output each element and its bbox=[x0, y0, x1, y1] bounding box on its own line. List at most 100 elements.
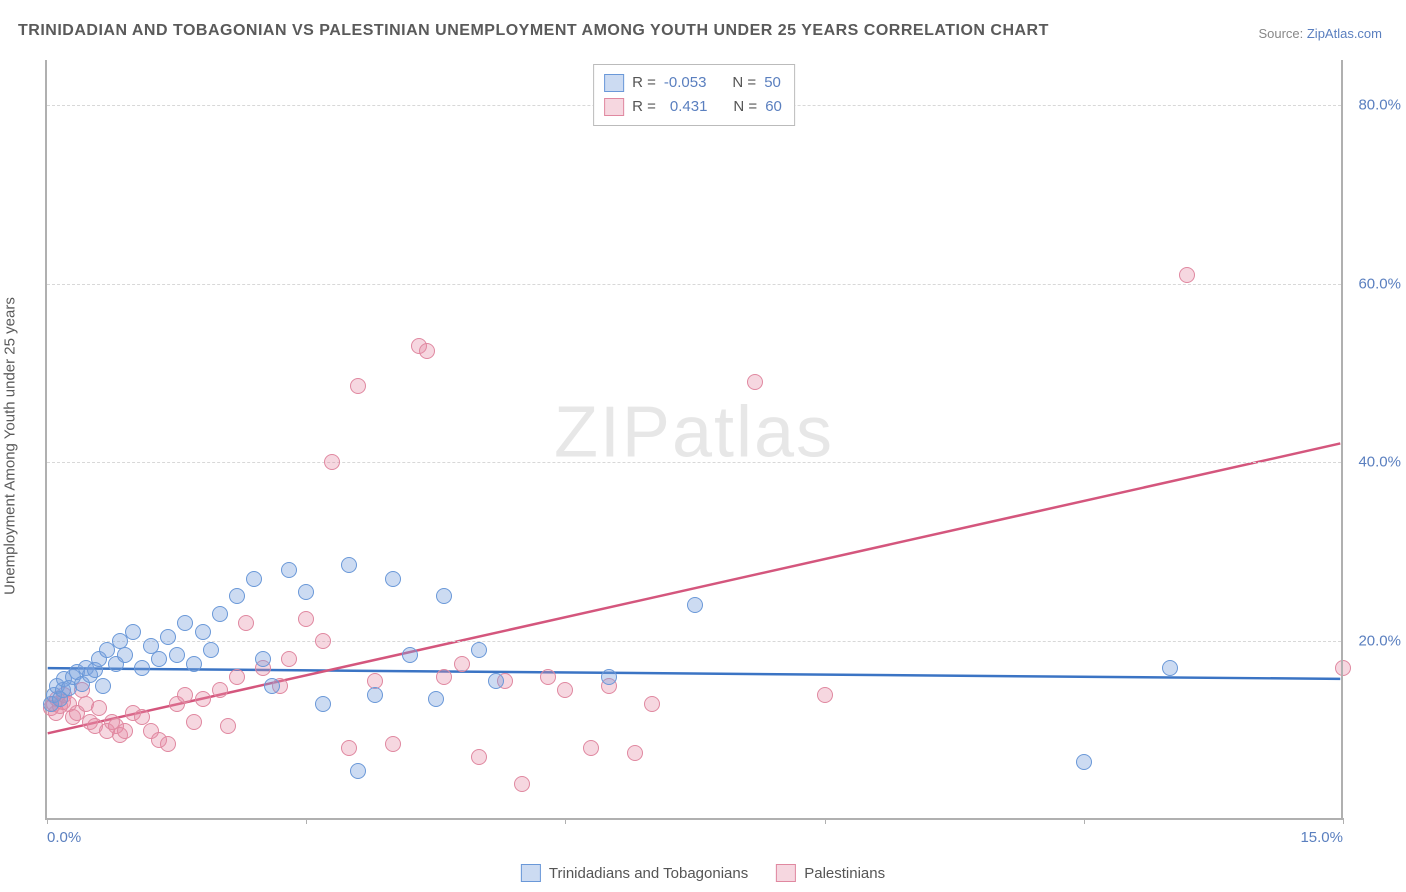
scatter-point bbox=[229, 588, 245, 604]
scatter-point bbox=[471, 642, 487, 658]
chart-title: TRINIDADIAN AND TOBAGONIAN VS PALESTINIA… bbox=[18, 22, 1049, 40]
grid-line bbox=[47, 462, 1341, 463]
scatter-point bbox=[212, 606, 228, 622]
scatter-point bbox=[627, 745, 643, 761]
watermark-bold: ZIP bbox=[554, 392, 672, 472]
bottom-legend: Trinidadians and Tobagonians Palestinian… bbox=[521, 864, 885, 882]
y-tick-label: 40.0% bbox=[1358, 454, 1401, 471]
x-tick bbox=[1084, 818, 1085, 824]
scatter-point bbox=[281, 651, 297, 667]
swatch-series-1 bbox=[604, 98, 624, 116]
swatch-series-0 bbox=[604, 74, 624, 92]
scatter-point bbox=[117, 647, 133, 663]
scatter-point bbox=[281, 562, 297, 578]
scatter-point bbox=[160, 736, 176, 752]
x-tick bbox=[306, 818, 307, 824]
scatter-point bbox=[454, 656, 470, 672]
stats-row-0: R = -0.053 N = 50 bbox=[604, 71, 782, 95]
scatter-point bbox=[125, 624, 141, 640]
scatter-point bbox=[177, 615, 193, 631]
source-attribution: Source: ZipAtlas.com bbox=[1258, 26, 1382, 41]
r-value-0: -0.053 bbox=[664, 71, 707, 95]
trend-line bbox=[48, 443, 1341, 733]
r-value-1: 0.431 bbox=[664, 95, 708, 119]
watermark: ZIPatlas bbox=[554, 391, 834, 473]
scatter-point bbox=[195, 691, 211, 707]
scatter-point bbox=[1076, 754, 1092, 770]
scatter-point bbox=[246, 571, 262, 587]
r-label-0: R = bbox=[632, 71, 656, 95]
scatter-point bbox=[350, 763, 366, 779]
scatter-point bbox=[264, 678, 280, 694]
scatter-point bbox=[385, 571, 401, 587]
n-label-0: N = bbox=[732, 71, 756, 95]
scatter-point bbox=[203, 642, 219, 658]
x-tick bbox=[565, 818, 566, 824]
y-tick-label: 20.0% bbox=[1358, 633, 1401, 650]
r-label-1: R = bbox=[632, 95, 656, 119]
scatter-point bbox=[419, 343, 435, 359]
scatter-point bbox=[255, 651, 271, 667]
scatter-point bbox=[298, 584, 314, 600]
legend-item-1: Palestinians bbox=[776, 864, 885, 882]
scatter-point bbox=[471, 749, 487, 765]
scatter-point bbox=[436, 588, 452, 604]
scatter-point bbox=[817, 687, 833, 703]
plot-area: ZIPatlas R = -0.053 N = 50 R = 0.431 N =… bbox=[45, 60, 1341, 820]
scatter-point bbox=[186, 656, 202, 672]
scatter-point bbox=[186, 714, 202, 730]
grid-line bbox=[47, 641, 1341, 642]
scatter-point bbox=[644, 696, 660, 712]
right-axis bbox=[1341, 60, 1343, 820]
trend-lines bbox=[47, 60, 1341, 818]
x-tick bbox=[825, 818, 826, 824]
scatter-point bbox=[324, 454, 340, 470]
scatter-point bbox=[402, 647, 418, 663]
chart-container: TRINIDADIAN AND TOBAGONIAN VS PALESTINIA… bbox=[0, 0, 1406, 892]
n-value-0: 50 bbox=[764, 71, 781, 95]
scatter-point bbox=[160, 629, 176, 645]
x-tick bbox=[1343, 818, 1344, 824]
scatter-point bbox=[117, 723, 133, 739]
scatter-point bbox=[315, 696, 331, 712]
scatter-point bbox=[601, 669, 617, 685]
scatter-point bbox=[341, 740, 357, 756]
scatter-point bbox=[91, 700, 107, 716]
scatter-point bbox=[557, 682, 573, 698]
y-axis-label: Unemployment Among Youth under 25 years bbox=[2, 297, 19, 595]
scatter-point bbox=[436, 669, 452, 685]
watermark-thin: atlas bbox=[672, 392, 834, 472]
scatter-point bbox=[747, 374, 763, 390]
scatter-point bbox=[1162, 660, 1178, 676]
scatter-point bbox=[177, 687, 193, 703]
stats-legend: R = -0.053 N = 50 R = 0.431 N = 60 bbox=[593, 64, 795, 126]
legend-swatch-0 bbox=[521, 864, 541, 882]
scatter-point bbox=[1179, 267, 1195, 283]
legend-item-0: Trinidadians and Tobagonians bbox=[521, 864, 748, 882]
scatter-point bbox=[229, 669, 245, 685]
source-link[interactable]: ZipAtlas.com bbox=[1307, 26, 1382, 41]
scatter-point bbox=[238, 615, 254, 631]
y-tick-label: 60.0% bbox=[1358, 275, 1401, 292]
scatter-point bbox=[488, 673, 504, 689]
scatter-point bbox=[1335, 660, 1351, 676]
x-tick-label: 15.0% bbox=[1300, 829, 1343, 846]
scatter-point bbox=[169, 647, 185, 663]
scatter-point bbox=[367, 687, 383, 703]
scatter-point bbox=[428, 691, 444, 707]
n-label-1: N = bbox=[733, 95, 757, 119]
scatter-point bbox=[385, 736, 401, 752]
scatter-point bbox=[134, 660, 150, 676]
scatter-point bbox=[151, 651, 167, 667]
grid-line bbox=[47, 284, 1341, 285]
scatter-point bbox=[583, 740, 599, 756]
scatter-point bbox=[95, 678, 111, 694]
legend-label-1: Palestinians bbox=[804, 865, 885, 882]
legend-label-0: Trinidadians and Tobagonians bbox=[549, 865, 748, 882]
x-tick bbox=[47, 818, 48, 824]
x-tick-label: 0.0% bbox=[47, 829, 81, 846]
stats-row-1: R = 0.431 N = 60 bbox=[604, 95, 782, 119]
scatter-point bbox=[220, 718, 236, 734]
scatter-point bbox=[514, 776, 530, 792]
source-prefix: Source: bbox=[1258, 26, 1306, 41]
